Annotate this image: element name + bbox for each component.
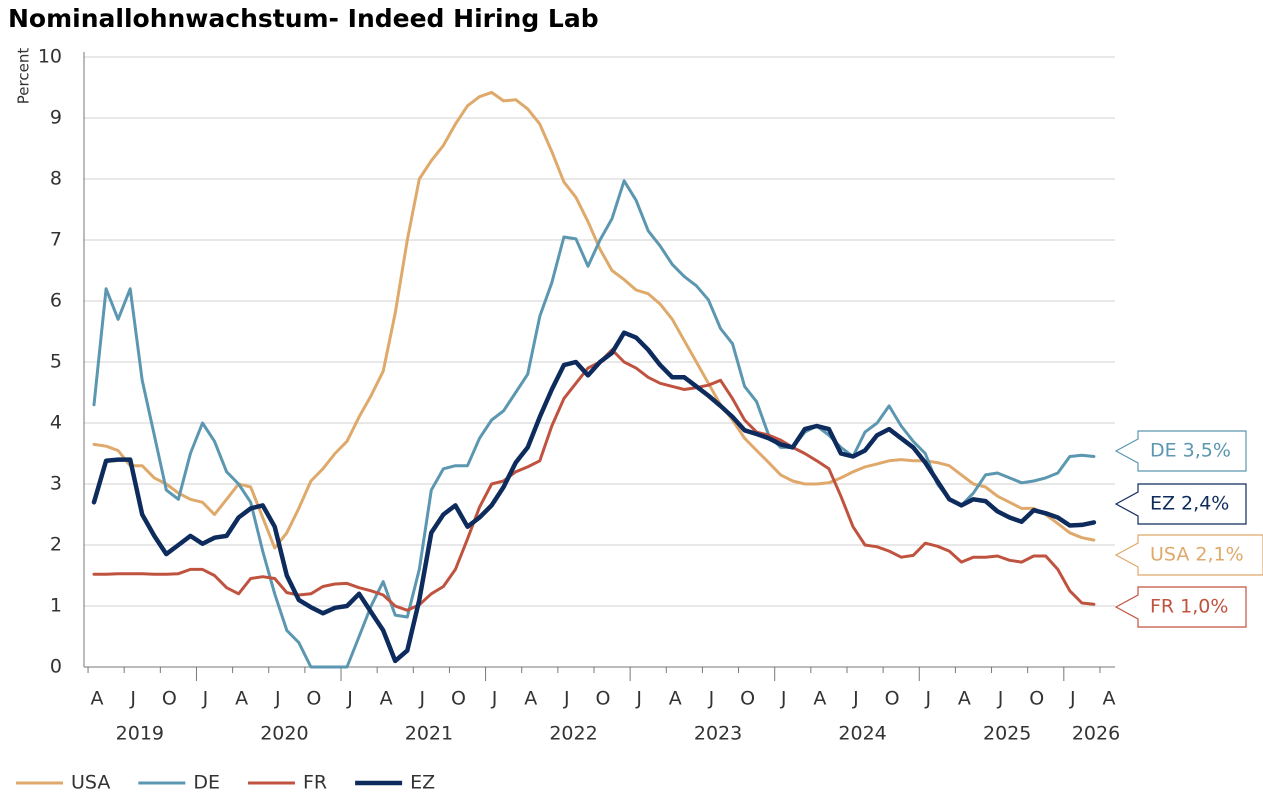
- x-tick-label: A: [958, 688, 971, 710]
- x-tick-label: O: [451, 688, 466, 710]
- x-year-label: 2020: [260, 723, 308, 745]
- x-tick-label: J: [563, 688, 570, 710]
- x-year-label: 2026: [1072, 723, 1120, 745]
- annotation-box: [1114, 586, 1247, 628]
- chart-title: Nominallohnwachstum- Indeed Hiring Lab: [8, 4, 599, 33]
- y-tick-label: 4: [50, 412, 62, 434]
- x-tick-label: A: [235, 688, 248, 710]
- x-tick-label: J: [997, 688, 1004, 710]
- series-line: [92, 179, 1096, 669]
- x-year-label: 2025: [983, 723, 1031, 745]
- legend-label: USA: [71, 772, 110, 794]
- x-tick-label: J: [1069, 688, 1076, 710]
- x-year-label: 2023: [694, 723, 742, 745]
- annotation-text: FR 1,0%: [1150, 596, 1228, 618]
- x-tick-label: J: [202, 688, 209, 710]
- x-year-label: 2022: [549, 723, 597, 745]
- x-tick-label: J: [129, 688, 136, 710]
- annotation-box: [1114, 534, 1263, 576]
- y-tick-label: 5: [50, 351, 62, 373]
- x-year-label: 2024: [838, 723, 886, 745]
- x-tick-label: A: [524, 688, 537, 710]
- legend-label: DE: [193, 772, 220, 794]
- annotation-text: USA 2,1%: [1150, 544, 1244, 566]
- x-tick-label: J: [852, 688, 859, 710]
- x-tick-label: A: [1102, 688, 1115, 710]
- y-tick-label: 7: [50, 229, 62, 251]
- y-tick-label: 1: [50, 595, 62, 617]
- y-tick-label: 10: [38, 46, 62, 68]
- series-line: [92, 348, 1096, 612]
- annotation-box: [1114, 483, 1247, 525]
- x-tick-label: O: [1029, 688, 1044, 710]
- series-line: [91, 330, 1097, 664]
- x-tick-label: J: [635, 688, 642, 710]
- legend-label: FR: [303, 772, 327, 794]
- annotation-text: DE 3,5%: [1150, 440, 1231, 462]
- x-tick-label: J: [418, 688, 425, 710]
- x-year-label: 2019: [116, 723, 164, 745]
- y-tick-label: 8: [50, 168, 62, 190]
- y-tick-label: 0: [50, 656, 62, 678]
- annotation-box: [1114, 430, 1247, 472]
- x-tick-label: J: [491, 688, 498, 710]
- x-tick-label: A: [813, 688, 826, 710]
- annotation-text: EZ 2,4%: [1150, 493, 1229, 515]
- x-tick-label: O: [740, 688, 755, 710]
- legend-label: EZ: [410, 772, 435, 794]
- y-axis-label: Percent: [15, 48, 33, 105]
- x-tick-label: A: [380, 688, 393, 710]
- y-tick-label: 6: [50, 290, 62, 312]
- x-tick-label: O: [162, 688, 177, 710]
- x-tick-label: A: [91, 688, 104, 710]
- y-tick-label: 2: [50, 534, 62, 556]
- series-line: [92, 90, 1096, 550]
- x-tick-label: J: [924, 688, 931, 710]
- x-tick-label: J: [274, 688, 281, 710]
- y-tick-label: 3: [50, 473, 62, 495]
- x-tick-label: J: [780, 688, 787, 710]
- x-tick-label: A: [669, 688, 682, 710]
- x-tick-label: J: [708, 688, 715, 710]
- x-year-label: 2021: [405, 723, 453, 745]
- x-tick-label: O: [885, 688, 900, 710]
- x-tick-label: O: [596, 688, 611, 710]
- y-tick-label: 9: [50, 107, 62, 129]
- x-tick-label: J: [346, 688, 353, 710]
- x-tick-label: O: [306, 688, 321, 710]
